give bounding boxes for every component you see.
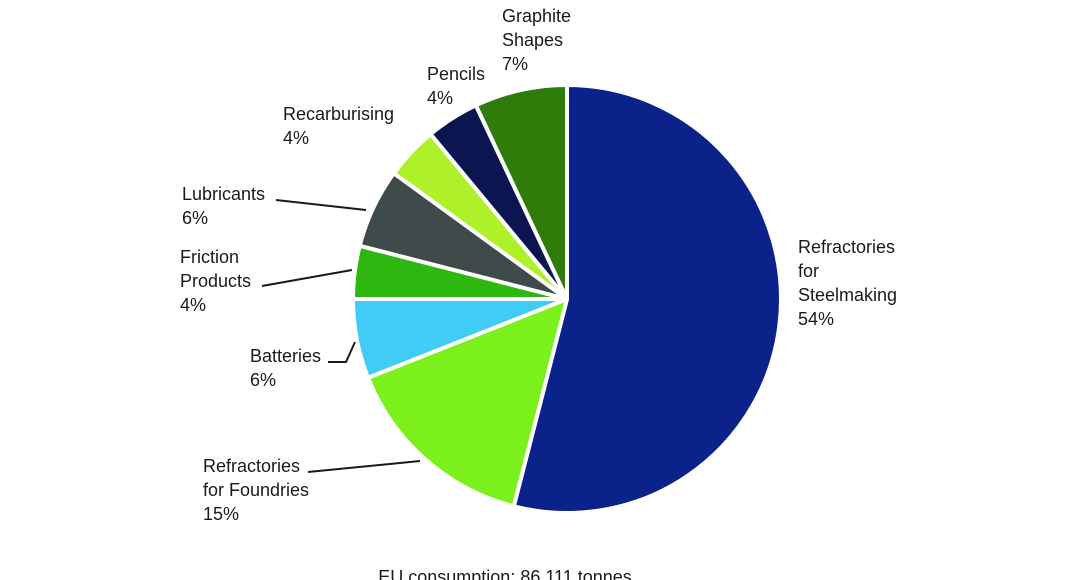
slice-value-label: 4% xyxy=(283,128,309,148)
leader-line xyxy=(307,460,421,473)
slice-label: Refractories for Foundries xyxy=(203,456,309,500)
slice-value-label: 6% xyxy=(250,370,276,390)
slice-value-label: 6% xyxy=(182,208,208,228)
chart-note: EU consumption: 86,111 tonnes xyxy=(378,567,632,580)
slice-value-label: 4% xyxy=(427,88,453,108)
slice-label: Refractories for Steelmaking xyxy=(798,237,897,305)
slice-label: Recarburising xyxy=(283,104,394,124)
pie-slice xyxy=(473,83,569,301)
slice-value-label: 15% xyxy=(203,504,239,524)
slice-value-label: 7% xyxy=(502,54,528,74)
slice-value-label: 4% xyxy=(180,295,206,315)
slice-label: Graphite Shapes xyxy=(502,6,571,50)
slice-value-label: 54% xyxy=(798,309,834,329)
slice-label: Friction Products xyxy=(180,247,251,291)
slice-label: Pencils xyxy=(427,64,485,84)
slice-label: Lubricants xyxy=(182,184,265,204)
leader-line xyxy=(275,199,367,211)
leader-line xyxy=(261,269,353,287)
slice-label: Batteries xyxy=(250,346,321,366)
pie-slice xyxy=(511,83,783,515)
pie-slice xyxy=(366,297,569,509)
leader-line xyxy=(328,341,356,363)
